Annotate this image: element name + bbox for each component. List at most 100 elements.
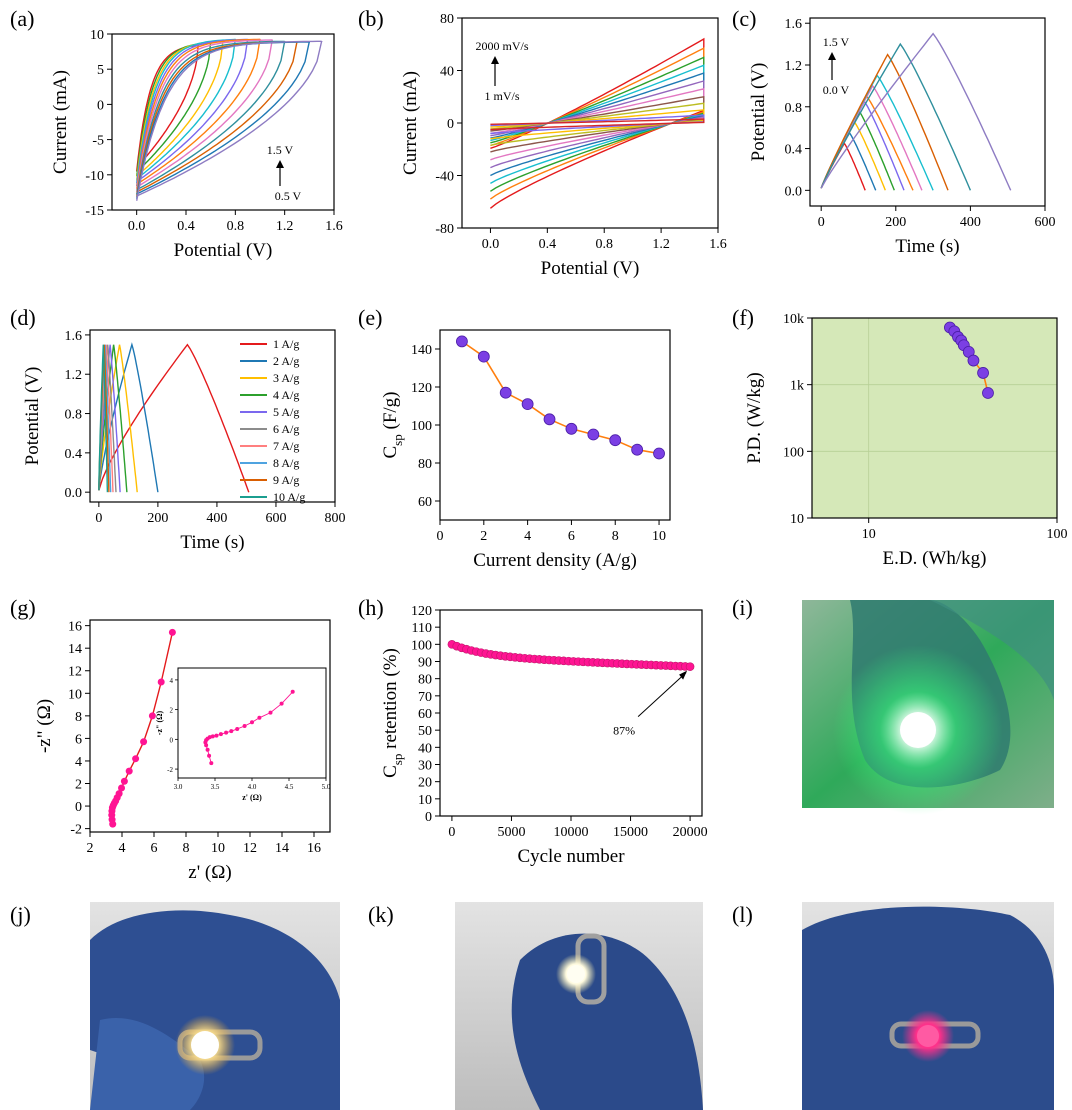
x-axis-label: Current density (A/g): [473, 550, 637, 571]
x-tick-label: 0: [95, 511, 102, 526]
data-point: [967, 354, 980, 367]
inset-data-point: [290, 689, 295, 694]
y-tick-label: 0: [447, 117, 454, 132]
data-point: [587, 428, 600, 441]
y-tick-label: 10k: [783, 312, 804, 327]
axes-frame: [89, 329, 336, 503]
x-tick-label: 0: [448, 825, 455, 840]
annotation-retention: 87%: [613, 724, 635, 738]
x-tick-label: 8: [612, 529, 619, 544]
panel-label-c: (c): [732, 6, 756, 31]
cv-curve: [490, 118, 705, 131]
y-tick-label: 0.4: [65, 447, 83, 462]
y-tick-label: 110: [412, 621, 432, 636]
gcd-curve: [820, 131, 877, 191]
inset-data-point: [205, 747, 210, 752]
photo-k: [455, 902, 703, 1110]
data-point: [609, 434, 622, 447]
y-tick-label: 16: [68, 620, 82, 635]
y-axis-label: -z" (Ω): [34, 699, 55, 753]
photo-l-led: [917, 1025, 939, 1047]
y-tick-label: 0.8: [785, 101, 803, 116]
x-tick-label: 0.0: [128, 219, 146, 234]
inset-data-point: [224, 730, 229, 735]
x-tick-label: 16: [307, 841, 321, 856]
chart-e: 0 2 4 6 8 10 60 80 100 120 140 Current density (A/g…: [380, 329, 671, 571]
y-axis-label: Current (mA): [50, 70, 71, 174]
y-axis-label-sub: sp: [390, 434, 405, 446]
y-tick-label: -2: [70, 823, 82, 838]
data-point: [456, 335, 468, 348]
y-tick-label: -5: [92, 134, 104, 149]
y-tick-label: 40: [440, 65, 454, 80]
gcd-curve: [820, 94, 914, 191]
data-point: [982, 387, 994, 399]
chart-a: 0.0 0.4 0.8 1.2 1.6 -15 -10 -5 0 5 10 Potential (V)…: [50, 28, 343, 261]
cv-curve: [136, 40, 323, 201]
annotation-arrow-head: [491, 56, 499, 64]
y-tick-label: 100: [411, 419, 432, 434]
inset-data-point: [210, 734, 215, 739]
gcd-curve: [98, 343, 250, 493]
x-tick-label: 10000: [554, 825, 589, 840]
x-tick-label: 0.8: [227, 219, 245, 234]
y-tick-label: 5: [97, 63, 104, 78]
x-tick-label: 400: [960, 215, 981, 230]
photo-j-glove-fingers: [90, 1018, 205, 1110]
inset-x-tick-label: 4.5: [285, 783, 294, 791]
gcd-curve: [820, 110, 895, 191]
x-tick-label: 600: [1035, 215, 1056, 230]
x-tick-label: 20000: [673, 825, 708, 840]
inset-data-point: [218, 732, 223, 737]
data-line: [461, 340, 660, 455]
x-tick-label: 15000: [613, 825, 648, 840]
data-point: [120, 777, 128, 785]
y-tick-label: -80: [435, 222, 454, 237]
axes-frame: [439, 329, 671, 521]
x-tick-label: 6: [568, 529, 575, 544]
y-axis-label-main: C: [380, 446, 401, 459]
axes-frame: [439, 609, 703, 817]
annotation-arrow-head: [679, 670, 688, 680]
data-point: [140, 738, 148, 746]
chart-h: 0 5000 10000 15000 20000 0 10 20 30 40 50 60 70 80 90 1…: [380, 604, 708, 867]
y-tick-label: 0: [75, 800, 82, 815]
photo-i: [802, 600, 1054, 815]
x-tick-label: 0.0: [482, 237, 500, 252]
axes-frame: [811, 317, 1058, 519]
photo-j-led: [191, 1031, 219, 1059]
cv-curve: [136, 39, 273, 192]
inset-data-point: [209, 761, 214, 766]
gcd-curve: [820, 84, 923, 191]
data-point: [115, 790, 123, 798]
x-tick-label: 0: [818, 215, 825, 230]
legend-entry: 3 A/g: [273, 371, 299, 385]
inset-y-axis-label: -z" (Ω): [155, 710, 164, 735]
x-axis-label: Cycle number: [517, 846, 625, 867]
gcd-curve: [820, 42, 972, 191]
x-tick-label: 12: [243, 841, 257, 856]
y-tick-label: 12: [68, 665, 82, 680]
inset-data-point: [257, 715, 262, 720]
y-tick-label: 10: [790, 512, 804, 527]
x-tick-label: 14: [275, 841, 289, 856]
x-tick-label: 1.2: [652, 237, 670, 252]
x-tick-label: 1.6: [325, 219, 343, 234]
axes-frame: [111, 33, 335, 211]
data-point: [977, 367, 989, 379]
y-tick-label: 0: [97, 98, 104, 113]
annotation-arrow-head: [276, 160, 284, 168]
data-point: [653, 447, 665, 460]
y-tick-label: 0.0: [65, 486, 83, 501]
x-axis-label: Potential (V): [174, 240, 273, 261]
annotation-bottom: 1 mV/s: [484, 89, 519, 103]
chart-b: 0.0 0.4 0.8 1.2 1.6 -80 -40 0 40 80 Potential (V) C…: [400, 12, 727, 279]
y-axis-label-sub: sp: [390, 754, 405, 766]
y-tick-label: 20: [418, 776, 432, 791]
legend-entry: 1 A/g: [273, 337, 299, 351]
gcd-curve: [820, 120, 886, 191]
legend: 1 A/g 2 A/g 3 A/g 4 A/g 5 A/g 6 A/g 7 A/g 8 A/g…: [240, 337, 305, 504]
x-tick-label: 0.8: [595, 237, 613, 252]
data-point: [168, 628, 176, 636]
